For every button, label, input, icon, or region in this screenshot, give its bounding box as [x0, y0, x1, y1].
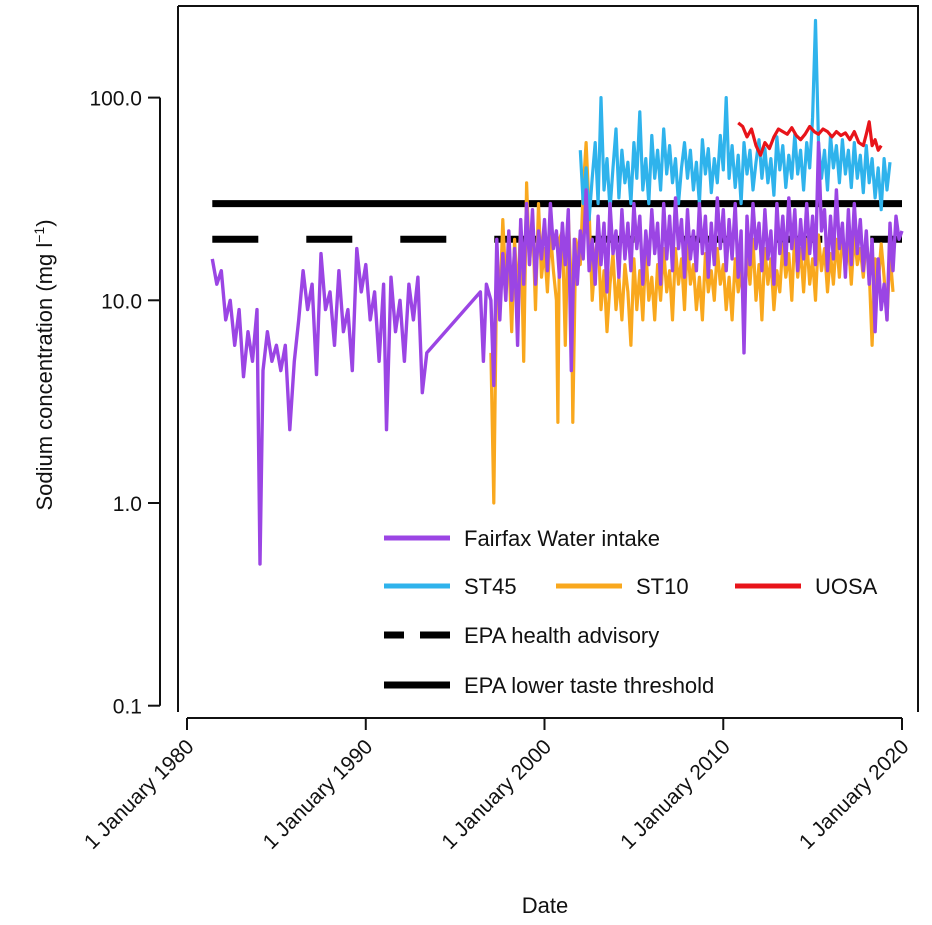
x-tick-label: 1 January 1990	[259, 735, 378, 854]
legend-label: ST45	[464, 574, 517, 599]
plot-border	[178, 6, 918, 712]
legend-item-epa-lower-taste-threshold: EPA lower taste threshold	[384, 673, 714, 698]
x-tick-label: 1 January 2010	[616, 735, 735, 854]
y-tick-label: 0.1	[113, 696, 142, 719]
legend-item-st10: ST10	[556, 574, 689, 599]
legend-item-epa-health-advisory: EPA health advisory	[384, 623, 659, 648]
y-tick-label: 10.0	[101, 290, 142, 313]
legend: Fairfax Water intake ST45 ST10 UOSA EPA heal…	[384, 526, 878, 698]
y-tick-label: 100.0	[89, 88, 142, 111]
x-axis-title: Date	[522, 893, 568, 918]
series-st45	[580, 20, 890, 219]
legend-label: ST10	[636, 574, 689, 599]
series-line-st10	[491, 143, 893, 503]
series-line-st45	[580, 21, 890, 220]
legend-label: UOSA	[815, 574, 878, 599]
legend-label: EPA health advisory	[464, 623, 659, 648]
y-axis-title-main: Sodium concentration (mg l	[32, 243, 57, 511]
y-tick-label: 1.0	[113, 493, 142, 516]
legend-item-fairfax-water-intake: Fairfax Water intake	[384, 526, 660, 551]
series-st10	[491, 143, 893, 503]
series-layer	[212, 20, 902, 564]
x-tick-label: 1 January 1980	[80, 735, 199, 854]
legend-item-st45: ST45	[384, 574, 517, 599]
y-axis-title-close: )	[32, 219, 57, 226]
legend-label: Fairfax Water intake	[464, 526, 660, 551]
legend-label: EPA lower taste threshold	[464, 673, 714, 698]
y-axis-title: Sodium concentration (mg l−1)	[31, 219, 57, 510]
x-tick-label: 1 January 2020	[795, 735, 914, 854]
x-tick-label: 1 January 2000	[437, 735, 556, 854]
legend-item-uosa: UOSA	[735, 574, 878, 599]
plot-frame	[178, 6, 918, 712]
y-axis-title-superscript: −1	[31, 227, 47, 243]
